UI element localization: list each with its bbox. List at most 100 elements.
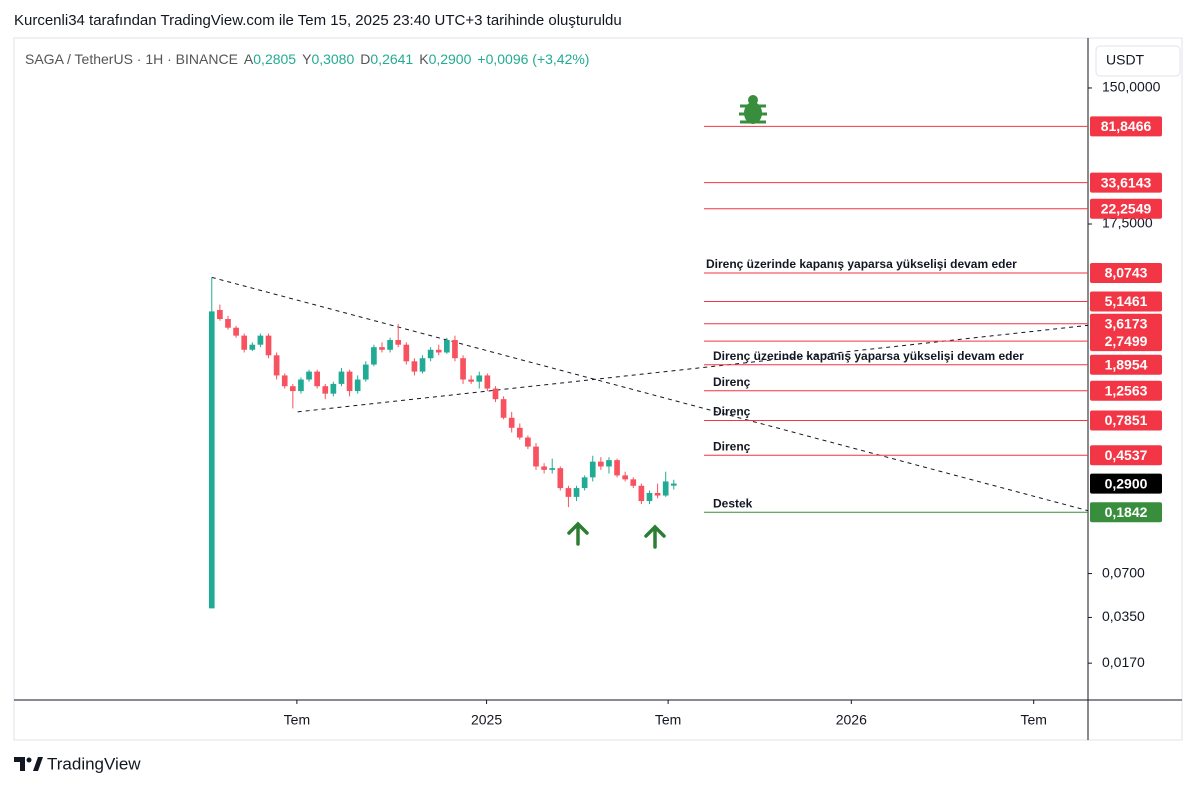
candle-body	[460, 358, 466, 380]
currency[interactable]: USDT	[1106, 52, 1145, 68]
y-tick-label: 0,0700	[1102, 564, 1145, 580]
y-tick-label: 0,0170	[1102, 654, 1145, 670]
candle-body	[306, 371, 312, 380]
candle-body	[225, 319, 231, 328]
last-price-box	[1090, 473, 1162, 494]
candle-body	[257, 335, 264, 345]
candle-body	[419, 358, 426, 372]
trendline	[211, 276, 1089, 512]
level-label: 1,8954	[1105, 356, 1148, 372]
symbol-header: SAGA / TetherUS · 1H · BINANCE A0,2805 Y0,…	[25, 51, 595, 67]
candle-body	[395, 340, 402, 345]
level-label-box	[1090, 445, 1162, 466]
symbol: SAGA / TetherUS · 1H · BINANCE	[25, 51, 238, 67]
brand: TradingView	[47, 754, 141, 773]
candle-body	[354, 379, 361, 392]
candle-body	[444, 340, 450, 353]
price-change: +0,0096 (+3,42%)	[477, 51, 590, 67]
x-tick-label: 2026	[836, 712, 867, 728]
candle-body	[427, 349, 434, 359]
level-label: 1,2563	[1105, 382, 1148, 398]
candle-body	[549, 468, 556, 470]
ohlc-key: Y	[302, 51, 312, 67]
level-note: Direnç üzerinde kapanış yaparsa yükseliş…	[706, 257, 1017, 271]
candle-body	[565, 488, 572, 497]
candle-body	[452, 340, 458, 359]
last-price-label: 0,2900	[1105, 475, 1148, 491]
candle-body	[646, 492, 653, 502]
candle-body	[622, 475, 629, 480]
ohlc-value: 0,2641	[370, 51, 414, 67]
candle-body	[516, 427, 523, 438]
candle-body	[241, 335, 248, 350]
level-label: 0,4537	[1105, 447, 1148, 463]
level-note: Destek	[713, 496, 753, 510]
ohlc-key: K	[419, 51, 429, 67]
candle-body	[322, 386, 329, 394]
candle-body	[476, 375, 483, 382]
ohlc-key: A	[243, 51, 254, 67]
level-label-box	[1090, 198, 1162, 219]
candle-body	[500, 399, 507, 418]
level-note: Direnç üzerinde kapanış yaparsa yükseliş…	[713, 349, 1024, 363]
y-tick-label: 0,0350	[1102, 608, 1145, 624]
level-label: 0,7851	[1105, 412, 1148, 428]
candle-body	[606, 460, 612, 467]
level-label-box	[1090, 502, 1162, 523]
candle-body	[630, 479, 637, 486]
level-label-box	[1090, 116, 1162, 137]
level-label-box	[1090, 410, 1162, 431]
candle-body	[208, 311, 215, 609]
candle-body	[557, 468, 564, 489]
level-label: 8,0743	[1105, 265, 1148, 281]
candle-body	[387, 340, 393, 350]
level-label-box	[1090, 291, 1162, 312]
candle-body	[589, 461, 596, 478]
candle-body	[281, 375, 288, 387]
candle-body	[249, 344, 256, 350]
candle-body	[314, 371, 320, 387]
level-label-box	[1090, 172, 1162, 193]
y-tick-label: 150,0000	[1102, 79, 1161, 95]
candle-body	[662, 481, 669, 496]
level-label: 22,2549	[1101, 200, 1152, 216]
candle-body	[541, 466, 547, 470]
level-note: Direnç	[713, 375, 751, 389]
level-label-box	[1090, 262, 1162, 283]
candle-body	[403, 344, 410, 362]
bug-icon	[739, 95, 767, 124]
x-tick-label: Tem	[1020, 712, 1046, 728]
candle-body	[435, 349, 442, 353]
x-tick-label: 2025	[471, 712, 502, 728]
level-label: 33,6143	[1101, 174, 1152, 190]
candle-body	[289, 386, 296, 392]
candle-body	[338, 371, 345, 384]
currency-button[interactable]	[1095, 45, 1181, 77]
candle-body	[614, 460, 620, 476]
candle-body	[379, 347, 385, 350]
level-label-box	[1090, 354, 1162, 375]
ohlc-value: 0,3080	[311, 51, 355, 67]
ohlc-value: 0,2900	[428, 51, 472, 67]
candle-body	[670, 483, 677, 486]
frame	[13, 37, 1183, 741]
level-label-box	[1090, 380, 1162, 401]
candle-body	[508, 417, 515, 428]
candle-body	[273, 355, 280, 376]
candle-body	[346, 371, 353, 392]
level-label: 3,6173	[1105, 315, 1148, 331]
candle-body	[598, 461, 604, 467]
candle-body	[265, 335, 272, 356]
candle-body	[298, 379, 304, 392]
level-label: 0,1842	[1105, 504, 1148, 520]
level-label-box	[1090, 313, 1162, 334]
candle-body	[233, 327, 239, 336]
candle-body	[330, 383, 337, 394]
candle-body	[362, 364, 369, 380]
level-label: 5,1461	[1105, 293, 1148, 309]
candle-body	[525, 437, 531, 447]
x-tick-label: Tem	[284, 712, 310, 728]
page-title: Kurcenli34 tarafından TradingView.com il…	[14, 12, 622, 29]
